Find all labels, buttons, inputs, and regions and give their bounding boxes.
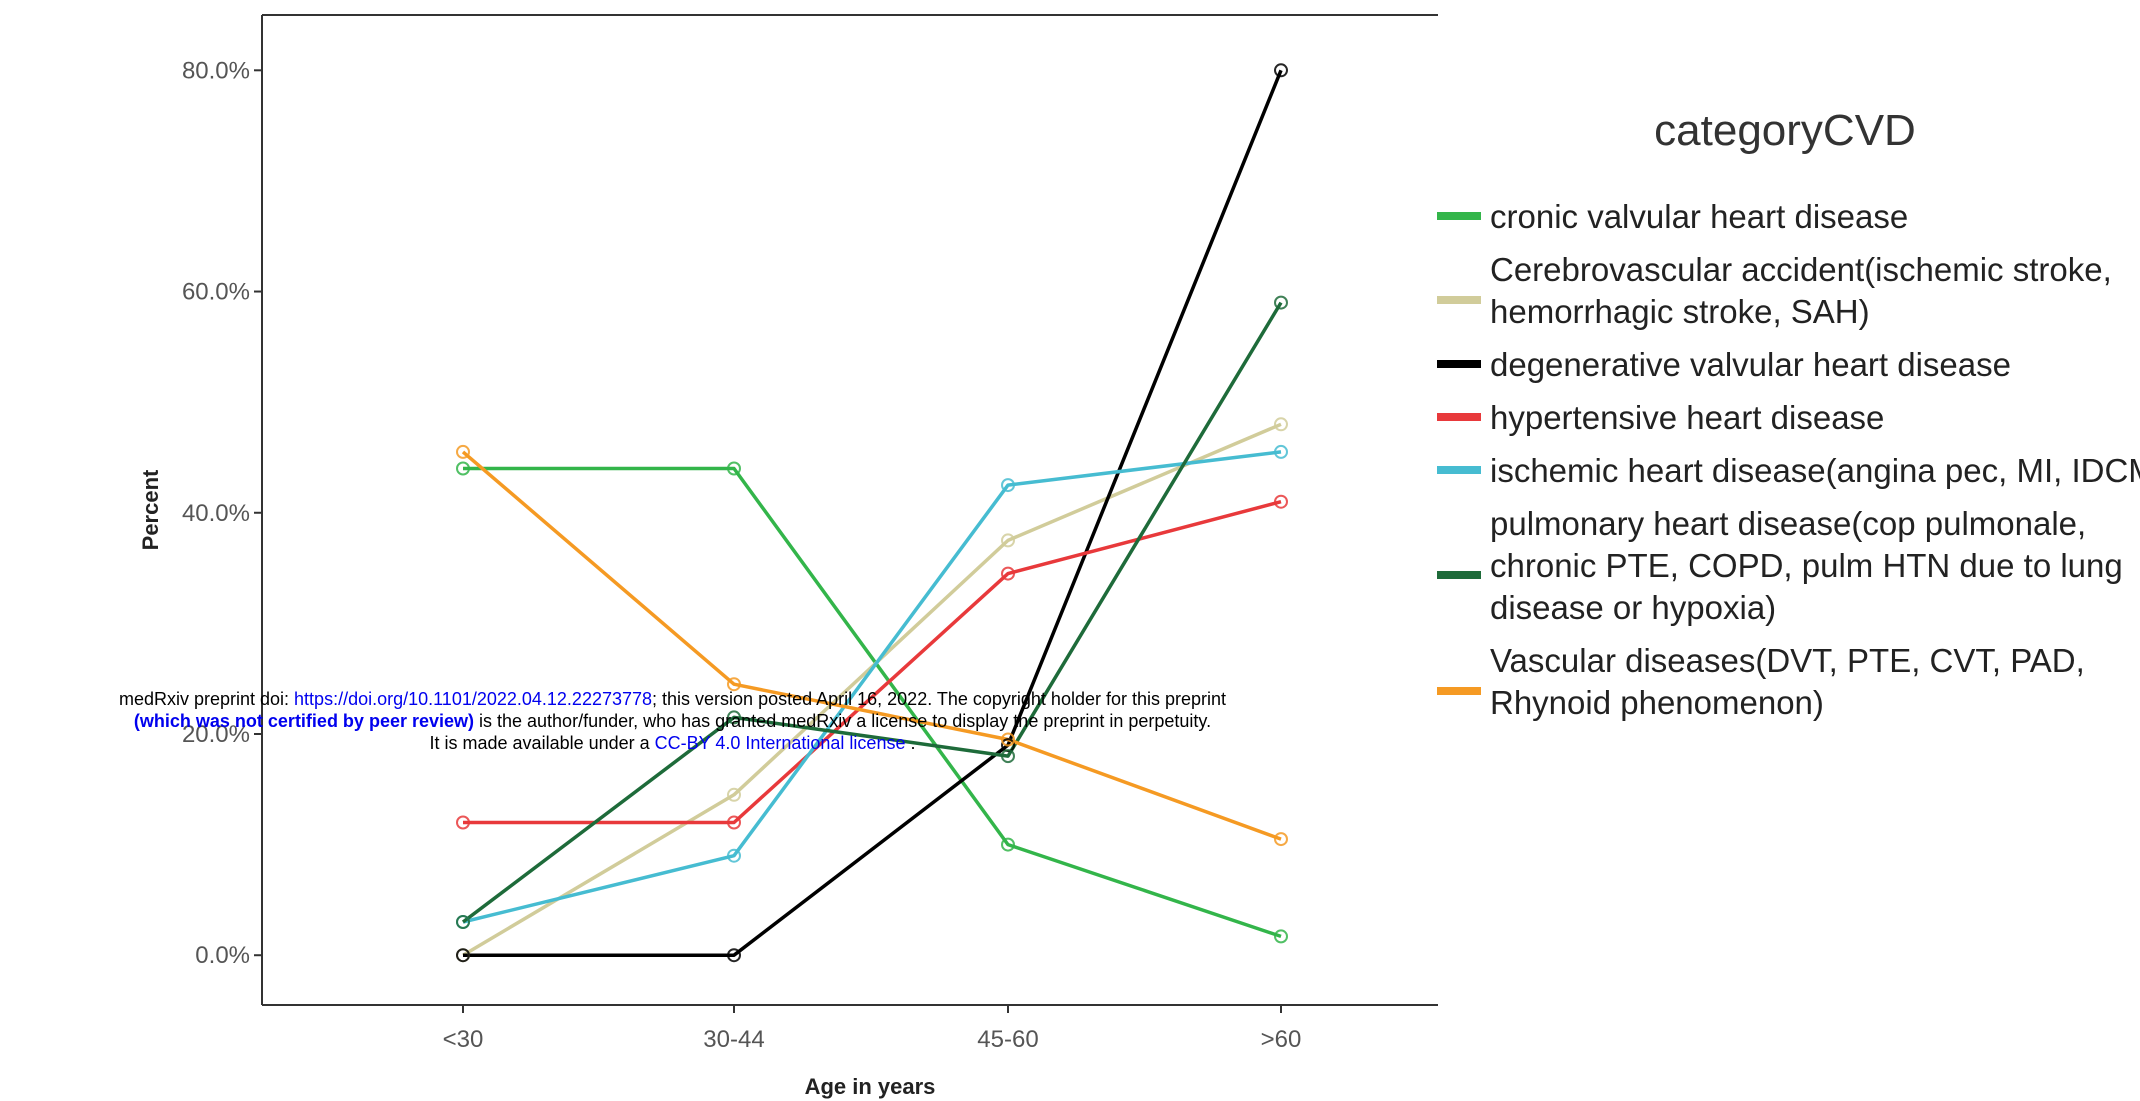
y-tick-label: 80.0% <box>182 57 250 84</box>
legend-label: cronic valvular heart disease <box>1490 198 1908 235</box>
data-point <box>1274 63 1288 78</box>
preprint-period: . <box>905 733 916 753</box>
data-point <box>456 461 470 476</box>
data-point <box>727 948 741 963</box>
data-point <box>727 461 741 476</box>
data-point <box>1274 494 1288 509</box>
data-point <box>1274 295 1288 310</box>
series-lines <box>461 69 1283 957</box>
data-point <box>1274 832 1288 847</box>
series-line <box>463 466 1282 939</box>
legend-swatch <box>1437 296 1481 304</box>
legend-label: hypertensive heart disease <box>1490 399 1884 436</box>
legend-items: cronic valvular heart disease Cerebrovasc… <box>1437 198 2140 721</box>
data-point <box>1274 417 1288 432</box>
data-point <box>727 787 741 802</box>
data-point <box>1001 749 1015 764</box>
legend-label: hemorrhagic stroke, SAH) <box>1490 293 1870 330</box>
y-tick-label: 0.0% <box>195 942 250 969</box>
data-point <box>727 677 741 692</box>
legend-label: Cerebrovascular accident(ischemic stroke… <box>1490 251 2112 288</box>
data-point <box>727 815 741 830</box>
y-axis-ticks: 0.0% 20.0% 40.0% 60.0% 80.0% <box>182 57 262 969</box>
x-tick-label: 45-60 <box>977 1026 1038 1053</box>
data-point <box>1001 478 1015 493</box>
y-tick-label: 40.0% <box>182 500 250 527</box>
preprint-line-1: medRxiv preprint doi: https://doi.org/10… <box>0 688 1345 710</box>
legend-label: Rhynoid phenomenon) <box>1490 684 1824 721</box>
x-axis-ticks: <30 30-44 45-60 >60 <box>443 1005 1302 1053</box>
data-point <box>1274 929 1288 944</box>
series-line <box>461 450 1282 841</box>
data-point <box>456 915 470 929</box>
data-point <box>1001 566 1015 581</box>
preprint-notice: medRxiv preprint doi: https://doi.org/10… <box>0 688 1345 754</box>
y-tick-label: 20.0% <box>182 721 250 748</box>
legend-label: ischemic heart disease(angina pec, MI, I… <box>1490 452 2140 489</box>
series-line <box>463 69 1283 957</box>
legend-swatch <box>1437 360 1481 368</box>
preprint-copyright-text: ; this version posted April 16, 2022. Th… <box>652 689 1227 709</box>
doi-link[interactable]: https://doi.org/10.1101/2022.04.12.22273… <box>294 689 653 709</box>
data-point <box>727 710 741 725</box>
legend-title: categoryCVD <box>1654 106 1916 155</box>
data-point <box>456 444 470 459</box>
y-axis-title: Percent <box>138 469 163 550</box>
legend-label: chronic PTE, COPD, pulm HTN due to lung <box>1490 547 2123 584</box>
preprint-line-2: (which was not certified by peer review)… <box>0 710 1345 732</box>
data-point <box>1001 732 1015 747</box>
preprint-license-text: is the author/funder, who has granted me… <box>474 711 1212 731</box>
legend-swatch <box>1437 466 1481 474</box>
series-line <box>463 500 1282 825</box>
legend-swatch <box>1437 687 1481 695</box>
preprint-availability-text: It is made available under a <box>429 733 655 753</box>
preprint-line-3: It is made available under a CC-BY 4.0 I… <box>0 732 1345 754</box>
data-point <box>727 848 741 863</box>
legend-label: disease or hypoxia) <box>1490 589 1776 626</box>
series-line <box>462 450 1282 924</box>
data-point <box>1274 444 1288 459</box>
legend-label: pulmonary heart disease(cop pulmonale, <box>1490 505 2086 542</box>
chart-axes <box>261 14 1438 1006</box>
x-axis-title: Age in years <box>805 1074 936 1099</box>
series-points <box>456 63 1288 963</box>
x-tick-label: <30 <box>443 1026 484 1053</box>
data-point <box>456 815 470 830</box>
series-line <box>461 301 1283 924</box>
x-tick-label: >60 <box>1261 1026 1302 1053</box>
y-tick-label: 60.0% <box>182 279 250 306</box>
preprint-peer-review-note: (which was not certified by peer review) <box>133 711 474 731</box>
legend-label: Vascular diseases(DVT, PTE, CVT, PAD, <box>1490 642 2085 679</box>
legend: categoryCVD cronic valvular heart diseas… <box>1437 106 2140 721</box>
preprint-doi-prefix: medRxiv preprint doi: <box>118 689 295 709</box>
legend-swatch <box>1437 571 1481 579</box>
legend-swatch <box>1437 212 1481 220</box>
legend-swatch <box>1437 413 1481 421</box>
data-point <box>1001 533 1015 548</box>
legend-label: degenerative valvular heart disease <box>1490 346 2011 383</box>
x-tick-label: 30-44 <box>703 1026 764 1053</box>
data-point <box>456 948 470 963</box>
data-point <box>1001 837 1015 852</box>
license-link[interactable]: CC-BY 4.0 International license <box>654 733 906 753</box>
